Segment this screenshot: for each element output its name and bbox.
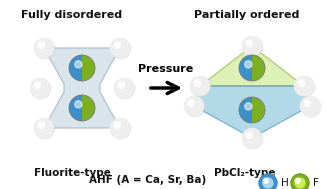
Polygon shape [252, 97, 265, 123]
Polygon shape [200, 46, 304, 86]
Circle shape [243, 129, 263, 149]
Circle shape [242, 36, 262, 56]
Circle shape [34, 118, 54, 138]
Circle shape [194, 80, 200, 86]
Circle shape [190, 76, 210, 96]
Polygon shape [194, 86, 310, 138]
Text: Pressure: Pressure [138, 64, 194, 74]
Text: H: H [281, 178, 289, 188]
Circle shape [294, 76, 314, 96]
Circle shape [185, 97, 205, 117]
Polygon shape [69, 55, 82, 81]
Text: AHF (A = Ca, Sr, Ba): AHF (A = Ca, Sr, Ba) [89, 175, 207, 185]
Circle shape [38, 42, 44, 48]
Circle shape [291, 174, 309, 189]
Polygon shape [239, 55, 252, 81]
Text: F: F [313, 178, 319, 188]
Circle shape [34, 38, 54, 58]
Text: Fully disordered: Fully disordered [22, 10, 123, 20]
Circle shape [243, 37, 263, 57]
Circle shape [184, 96, 204, 116]
Circle shape [245, 103, 252, 110]
Circle shape [301, 97, 321, 117]
Circle shape [300, 96, 320, 116]
Circle shape [34, 82, 40, 88]
Circle shape [114, 122, 120, 128]
Circle shape [263, 178, 268, 183]
Circle shape [304, 100, 310, 106]
Circle shape [111, 39, 131, 59]
Polygon shape [252, 55, 265, 81]
Circle shape [246, 132, 252, 138]
Circle shape [295, 77, 315, 97]
Circle shape [111, 119, 131, 139]
Circle shape [259, 174, 277, 189]
Text: Fluorite-type: Fluorite-type [34, 168, 111, 178]
Circle shape [118, 82, 124, 88]
Text: PbCl₂-type: PbCl₂-type [214, 168, 276, 178]
Polygon shape [239, 97, 252, 123]
Circle shape [246, 40, 252, 46]
Circle shape [245, 61, 252, 68]
Polygon shape [44, 48, 120, 128]
Circle shape [75, 61, 82, 68]
Circle shape [75, 101, 82, 108]
Circle shape [295, 178, 300, 183]
Circle shape [298, 80, 304, 86]
Circle shape [115, 79, 135, 99]
Circle shape [242, 128, 262, 148]
Polygon shape [82, 55, 95, 81]
Circle shape [114, 78, 134, 98]
Circle shape [110, 118, 130, 138]
Circle shape [188, 100, 195, 106]
Circle shape [295, 178, 305, 188]
Circle shape [38, 122, 44, 128]
Circle shape [35, 119, 55, 139]
Circle shape [114, 42, 120, 48]
Text: Partially ordered: Partially ordered [194, 10, 300, 20]
Circle shape [263, 178, 273, 188]
Circle shape [31, 79, 51, 99]
Circle shape [110, 38, 130, 58]
Polygon shape [69, 95, 82, 121]
Circle shape [30, 78, 50, 98]
Circle shape [35, 39, 55, 59]
Circle shape [191, 77, 211, 97]
Polygon shape [82, 95, 95, 121]
